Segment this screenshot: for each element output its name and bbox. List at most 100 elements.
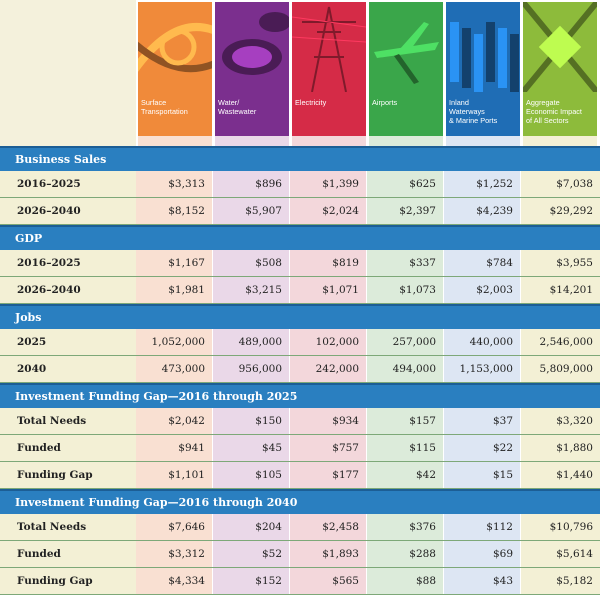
table-cell: $3,320	[521, 408, 600, 434]
table-cell: $3,313	[136, 171, 212, 197]
table-cell: $1,167	[136, 250, 212, 276]
table-cell: $5,614	[521, 541, 600, 567]
table-cell: 440,000	[444, 329, 520, 355]
column-label-line: Surface	[141, 98, 167, 107]
table-row: Funded $941 $45 $757 $115 $22 $1,880	[0, 435, 600, 462]
table-cell: $204	[213, 514, 289, 540]
row-label: 2026–2040	[0, 277, 136, 303]
table-cell: $565	[290, 568, 366, 594]
table-cell: $3,955	[521, 250, 600, 276]
column-label: Aggregate Economic Impact of All Sectors	[523, 92, 597, 136]
table-row: 2026–2040 $8,152 $5,907 $2,024 $2,397 $4,239 $…	[0, 198, 600, 225]
section-header: Business Sales	[0, 146, 600, 171]
column-header: Inland Waterways & Marine Ports	[446, 2, 520, 146]
table-cell: 5,809,000	[521, 356, 600, 382]
column-header: Electricity	[292, 2, 366, 146]
column-label-line: Water/	[218, 98, 240, 107]
table-cell: $2,003	[444, 277, 520, 303]
column-header-base	[523, 136, 597, 146]
table-row: 2026–2040 $1,981 $3,215 $1,071 $1,073 $2,003 $…	[0, 277, 600, 304]
column-label: Airports	[369, 92, 443, 136]
table-cell: $337	[367, 250, 443, 276]
column-label-line: Electricity	[295, 98, 327, 107]
table-cell: $757	[290, 435, 366, 461]
header-blank-corner	[0, 0, 136, 146]
table-cell: $896	[213, 171, 289, 197]
column-header-base	[138, 136, 212, 146]
table-row: 2040 473,000 956,000 242,000 494,000 1,153,00…	[0, 356, 600, 383]
table-cell: $2,397	[367, 198, 443, 224]
table-cell: $4,239	[444, 198, 520, 224]
section-title: Jobs	[15, 311, 42, 324]
column-header-base	[369, 136, 443, 146]
table-cell: $37	[444, 408, 520, 434]
column-label-line: of All Sectors	[526, 116, 569, 125]
table-cell: $625	[367, 171, 443, 197]
table-cell: 257,000	[367, 329, 443, 355]
water-treatment-image	[215, 2, 289, 92]
column-label: Inland Waterways & Marine Ports	[446, 92, 520, 136]
column-header-base	[292, 136, 366, 146]
table-cell: $42	[367, 462, 443, 488]
table-cell: $10,796	[521, 514, 600, 540]
row-label: 2040	[0, 356, 136, 382]
table-cell: $3,312	[136, 541, 212, 567]
column-header: Water/Wastewater	[215, 2, 289, 146]
table-cell: $150	[213, 408, 289, 434]
table-cell: $14,201	[521, 277, 600, 303]
table-row: 2016–2025 $3,313 $896 $1,399 $625 $1,252 $7,03…	[0, 171, 600, 198]
column-label-line: Airports	[372, 98, 398, 107]
power-pylon-image	[292, 2, 366, 92]
table-cell: $784	[444, 250, 520, 276]
table-cell: $112	[444, 514, 520, 540]
column-label: Electricity	[292, 92, 366, 136]
table-cell: $1,440	[521, 462, 600, 488]
table-cell: $941	[136, 435, 212, 461]
table-cell: 242,000	[290, 356, 366, 382]
table-cell: 1,052,000	[136, 329, 212, 355]
row-label: Funded	[0, 541, 136, 567]
table-cell: $69	[444, 541, 520, 567]
section-header: Investment Funding Gap—2016 through 2025	[0, 383, 600, 408]
column-label-line: Wastewater	[218, 107, 257, 116]
section-title: Business Sales	[15, 153, 107, 166]
table-cell: $45	[213, 435, 289, 461]
row-label: 2025	[0, 329, 136, 355]
column-label: Surface Transportation	[138, 92, 212, 136]
table-row: Funding Gap $1,101 $105 $177 $42 $15 $1,440	[0, 462, 600, 489]
table-cell: $508	[213, 250, 289, 276]
row-label: Total Needs	[0, 514, 136, 540]
row-label: 2016–2025	[0, 250, 136, 276]
table-row: Funded $3,312 $52 $1,893 $288 $69 $5,614	[0, 541, 600, 568]
section-title: Investment Funding Gap—2016 through 2040	[15, 496, 298, 509]
table-row: Total Needs $2,042 $150 $934 $157 $37 $3,320	[0, 408, 600, 435]
table-cell: $22	[444, 435, 520, 461]
table-cell: $819	[290, 250, 366, 276]
row-label: Funding Gap	[0, 568, 136, 594]
table-cell: 1,153,000	[444, 356, 520, 382]
table-row: 2025 1,052,000 489,000 102,000 257,000 440,00…	[0, 329, 600, 356]
table-header: Surface Transportation Water/Wastewater Ele…	[0, 0, 600, 146]
table-cell: 494,000	[367, 356, 443, 382]
section-header: GDP	[0, 225, 600, 250]
table-row: Total Needs $7,646 $204 $2,458 $376 $112 $10,7…	[0, 514, 600, 541]
table-cell: $1,880	[521, 435, 600, 461]
table-cell: $2,024	[290, 198, 366, 224]
column-label-line: Economic Impact	[526, 107, 582, 116]
table-cell: 956,000	[213, 356, 289, 382]
table-cell: $7,038	[521, 171, 600, 197]
column-label: Water/Wastewater	[215, 92, 289, 136]
table-cell: $4,334	[136, 568, 212, 594]
table-cell: 489,000	[213, 329, 289, 355]
table-cell: $15	[444, 462, 520, 488]
table-cell: $105	[213, 462, 289, 488]
table-cell: $1,981	[136, 277, 212, 303]
table-cell: $7,646	[136, 514, 212, 540]
column-header-base	[446, 136, 520, 146]
table-cell: $43	[444, 568, 520, 594]
row-label: Funding Gap	[0, 462, 136, 488]
column-label-line: Inland	[449, 98, 469, 107]
section-title: GDP	[15, 232, 43, 245]
table-cell: $152	[213, 568, 289, 594]
column-label-line: Waterways	[449, 107, 485, 116]
